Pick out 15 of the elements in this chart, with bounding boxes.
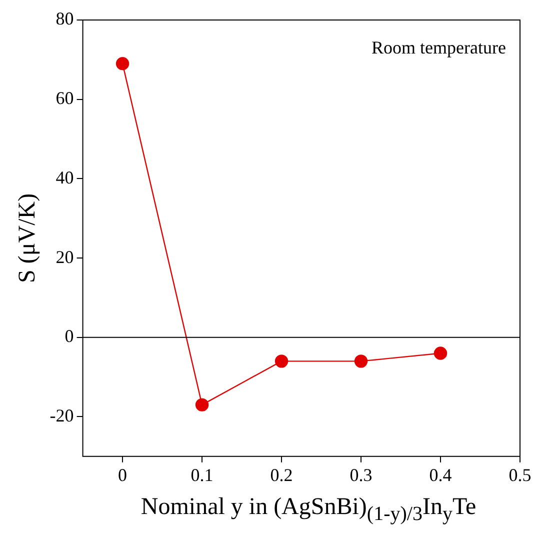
x-tick-label: 0.3	[350, 464, 372, 485]
y-axis-title: S (μV/K)	[14, 193, 41, 283]
x-tick-label: 0.4	[429, 464, 452, 485]
y-tick-label: -20	[50, 405, 74, 426]
y-tick-label: 80	[56, 8, 74, 29]
x-tick-label: 0.2	[270, 464, 293, 485]
y-tick-label: 20	[56, 246, 74, 267]
y-tick-label: 40	[56, 167, 74, 188]
x-tick-label: 0	[118, 464, 128, 485]
y-tick-label: 0	[64, 326, 74, 346]
annotation: Room temperature	[372, 38, 506, 58]
x-tick-label: 0.1	[190, 464, 214, 485]
y-tick-label: 60	[56, 88, 74, 108]
x-tick-label: 0.5	[508, 464, 532, 485]
x-axis-title: Nominal y in (AgSnBi)$_{(1-y)/3}$In$_{y}$Te	[140, 494, 478, 526]
